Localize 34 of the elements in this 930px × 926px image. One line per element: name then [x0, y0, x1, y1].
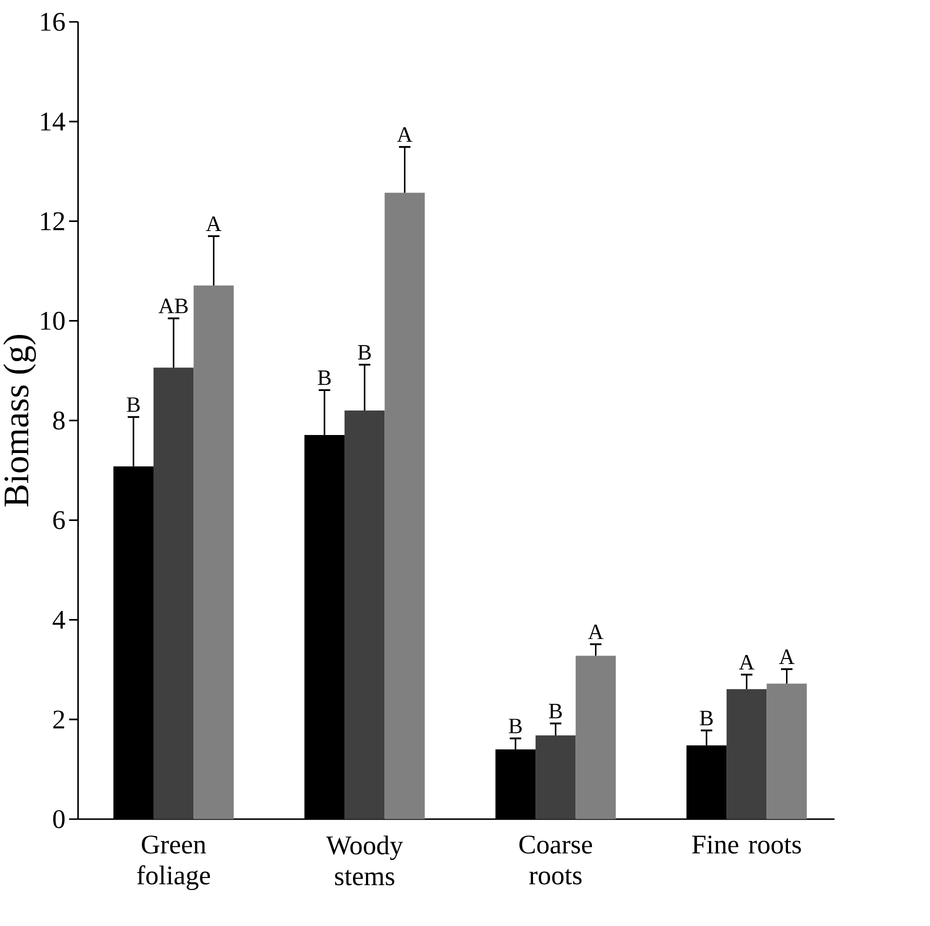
bar	[766, 684, 807, 820]
y-axis-title: Biomass (g)	[3, 335, 36, 507]
y-tick-label: 14	[41, 112, 66, 131]
y-tick-label: 4	[52, 611, 66, 629]
data-label: A	[206, 216, 222, 232]
bar	[536, 736, 576, 820]
x-tick-label: Coarse roots	[519, 836, 592, 885]
y-tick-label: 10	[41, 312, 65, 330]
y-tick-label: 12	[41, 212, 64, 230]
data-label: B	[358, 345, 371, 360]
y-tick-label: 16	[41, 13, 65, 32]
data-label: B	[126, 398, 140, 412]
bar	[576, 656, 616, 820]
data-label: A	[397, 127, 412, 142]
data-label: B	[508, 719, 522, 734]
data-label: A	[738, 655, 754, 670]
bar	[726, 689, 767, 820]
bar	[194, 286, 234, 820]
y-tick-label: 2	[53, 710, 64, 729]
data-label: B	[548, 704, 562, 718]
data-label: A	[779, 650, 795, 664]
y-tick-label: 8	[53, 412, 65, 430]
y-tick-label: 0	[53, 810, 65, 828]
x-tick-label: Fine roots	[692, 836, 801, 854]
x-tick-label: Woody stems	[326, 836, 403, 886]
y-tick-label: 6	[53, 511, 65, 530]
data-label: B	[700, 711, 713, 726]
x-tick-label: Green foliage	[137, 836, 210, 890]
bar	[344, 410, 385, 820]
data-label: B	[318, 370, 331, 386]
data-label: A	[588, 624, 604, 640]
bar	[384, 192, 425, 820]
data-label: AB	[158, 298, 188, 314]
bar	[154, 368, 194, 820]
